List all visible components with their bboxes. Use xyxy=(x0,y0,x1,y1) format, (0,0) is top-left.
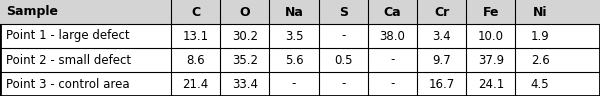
Text: C: C xyxy=(191,5,200,19)
Text: 13.1: 13.1 xyxy=(182,29,209,43)
Text: 21.4: 21.4 xyxy=(182,77,209,91)
Text: 24.1: 24.1 xyxy=(478,77,504,91)
Text: 3.4: 3.4 xyxy=(432,29,451,43)
Text: 38.0: 38.0 xyxy=(379,29,406,43)
Text: O: O xyxy=(239,5,250,19)
Text: 2.6: 2.6 xyxy=(530,53,550,67)
Text: S: S xyxy=(339,5,348,19)
Text: Ca: Ca xyxy=(383,5,401,19)
Text: -: - xyxy=(341,77,346,91)
Bar xyxy=(0,0,600,24)
Text: 9.7: 9.7 xyxy=(432,53,451,67)
Text: -: - xyxy=(390,53,395,67)
Text: 4.5: 4.5 xyxy=(530,77,550,91)
Text: Sample: Sample xyxy=(6,5,58,19)
Text: 10.0: 10.0 xyxy=(478,29,504,43)
Text: -: - xyxy=(390,77,395,91)
Text: 0.5: 0.5 xyxy=(334,53,352,67)
Text: Cr: Cr xyxy=(434,5,449,19)
Text: Ni: Ni xyxy=(533,5,547,19)
Text: Point 1 - large defect: Point 1 - large defect xyxy=(6,29,130,43)
Text: 30.2: 30.2 xyxy=(232,29,258,43)
Text: 35.2: 35.2 xyxy=(232,53,258,67)
Text: Point 3 - control area: Point 3 - control area xyxy=(6,77,130,91)
Text: -: - xyxy=(341,29,346,43)
Text: 1.9: 1.9 xyxy=(530,29,550,43)
Text: Fe: Fe xyxy=(482,5,499,19)
Text: -: - xyxy=(292,77,296,91)
Text: 3.5: 3.5 xyxy=(285,29,303,43)
Text: 16.7: 16.7 xyxy=(428,77,455,91)
Text: Point 2 - small defect: Point 2 - small defect xyxy=(6,53,131,67)
Text: 33.4: 33.4 xyxy=(232,77,258,91)
Text: 8.6: 8.6 xyxy=(186,53,205,67)
Text: 37.9: 37.9 xyxy=(478,53,504,67)
Text: Na: Na xyxy=(284,5,304,19)
Text: 5.6: 5.6 xyxy=(284,53,304,67)
